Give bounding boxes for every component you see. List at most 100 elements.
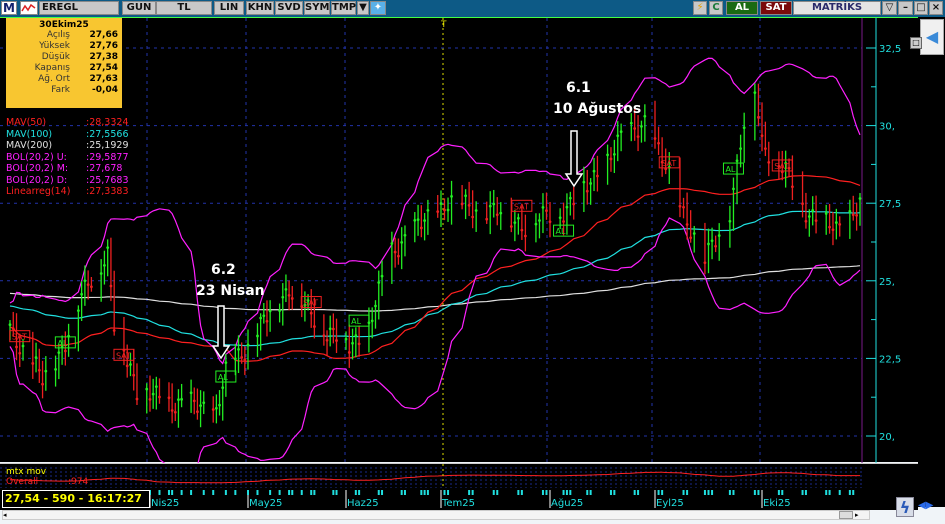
linearreg-dot bbox=[513, 221, 517, 225]
ohlc-value: 27,76 bbox=[89, 41, 118, 51]
linearreg-dot bbox=[848, 209, 852, 213]
linearreg-dot bbox=[851, 213, 855, 217]
x-tick-label: May25 bbox=[249, 498, 282, 509]
horizontal-scrollbar[interactable]: ◂ ▸ bbox=[2, 510, 870, 520]
linearreg-dot bbox=[558, 216, 562, 220]
volume-tick bbox=[732, 490, 735, 495]
signal-label: AL bbox=[218, 373, 228, 382]
svd-button[interactable]: SVD bbox=[275, 1, 303, 15]
linearreg-dot bbox=[858, 197, 862, 200]
linearreg-dot bbox=[855, 213, 859, 217]
close-button[interactable]: × bbox=[929, 1, 943, 15]
linearreg-dot bbox=[278, 309, 282, 313]
scroll-right-button[interactable]: ▸ bbox=[855, 511, 859, 519]
legend-item: MAV(200):25,1929 bbox=[6, 140, 129, 152]
volume-tick bbox=[313, 490, 316, 495]
minimize-button[interactable]: – bbox=[898, 1, 913, 15]
linearreg-dot bbox=[202, 401, 206, 405]
legend-item: MAV(100):27,5566 bbox=[6, 129, 129, 141]
symbol-field[interactable]: EREGL bbox=[39, 1, 119, 15]
linearreg-dot bbox=[834, 221, 838, 224]
volume-tick bbox=[335, 490, 338, 495]
linearreg-dot bbox=[63, 349, 67, 353]
currency-button[interactable]: TL bbox=[156, 1, 212, 15]
panel-toggle-button[interactable]: □ bbox=[910, 37, 922, 49]
linearreg-dot bbox=[548, 220, 552, 224]
tmp-button[interactable]: TMP bbox=[331, 1, 357, 15]
period-button[interactable]: GUN bbox=[122, 1, 156, 15]
linearreg-dot bbox=[370, 319, 374, 323]
ohlc-row: Ağ. Ort 27,63 bbox=[10, 74, 118, 85]
volume-tick bbox=[471, 490, 474, 495]
linearreg-dot bbox=[377, 281, 381, 284]
linearreg-dot bbox=[125, 364, 129, 368]
ohlc-row: Kapanış 27,54 bbox=[10, 63, 118, 74]
linearreg-dot bbox=[76, 309, 80, 313]
mtx-mov-indicator-panel[interactable]: mtx mov Overall :974 bbox=[0, 463, 918, 489]
linearreg-dot bbox=[393, 250, 397, 254]
ohlc-label: Yüksek bbox=[39, 41, 70, 51]
linearreg-dot bbox=[562, 220, 565, 223]
linearreg-dot bbox=[413, 218, 417, 222]
linearreg-dot bbox=[612, 152, 616, 156]
annotation-label: 6.2 bbox=[211, 262, 236, 278]
price-chart[interactable]: T 32,5 30, 27,5 25, 22,5 20, SAT AL SAT AL SAT AL SAT… bbox=[0, 17, 918, 463]
volume-tick bbox=[545, 490, 548, 495]
chart-canvas[interactable]: T 32,5 30, 27,5 25, 22,5 20, SAT AL SAT AL SAT AL SAT… bbox=[0, 18, 918, 463]
linearreg-dot bbox=[268, 309, 272, 313]
y-tick-label: 20, bbox=[879, 432, 895, 443]
linearreg-dot bbox=[653, 137, 657, 140]
linearreg-dot bbox=[831, 228, 835, 232]
khn-button[interactable]: KHN bbox=[246, 1, 274, 15]
linearreg-dot bbox=[717, 234, 721, 237]
legend-label: BOL(20,2) D: bbox=[6, 174, 68, 186]
linearreg-dot bbox=[322, 334, 326, 338]
linearreg-dot bbox=[265, 319, 269, 323]
volume-tick bbox=[443, 490, 446, 495]
scale-button[interactable]: LIN bbox=[214, 1, 244, 15]
status-readout: 27,54 - 590 - 16:17:27 bbox=[2, 490, 150, 508]
volume-tick bbox=[852, 490, 855, 495]
legend-item: BOL(20,2) U::29,5877 bbox=[6, 152, 129, 164]
ohlc-label: Ağ. Ort bbox=[38, 74, 70, 84]
volume-tick bbox=[190, 490, 193, 495]
legend-value: :28,3324 bbox=[86, 117, 129, 128]
linearreg-dot bbox=[44, 369, 48, 373]
pan-arrows-button[interactable]: ◀▶ bbox=[918, 500, 934, 511]
volume-tick bbox=[158, 490, 161, 495]
dropdown-arrow-icon[interactable]: ▼ bbox=[357, 1, 369, 15]
linearreg-dot bbox=[811, 209, 815, 212]
volume-tick bbox=[288, 490, 291, 495]
linearreg-dot bbox=[347, 351, 351, 354]
annotation-label: 6.1 bbox=[566, 80, 591, 96]
lightning-icon[interactable]: ⚡ bbox=[693, 1, 707, 15]
sync-button[interactable]: ϟ bbox=[896, 497, 914, 517]
scroll-left-button[interactable]: ◂ bbox=[3, 511, 7, 519]
signal-box-sat bbox=[511, 199, 533, 212]
sym-button[interactable]: SYM bbox=[304, 1, 330, 15]
linearreg-dot bbox=[211, 408, 215, 411]
chart-type-icon[interactable] bbox=[20, 1, 38, 15]
linearreg-dot bbox=[460, 202, 464, 206]
twitter-icon[interactable]: ✦ bbox=[370, 1, 386, 15]
linearreg-dot bbox=[572, 202, 576, 206]
buy-button[interactable]: AL bbox=[726, 1, 758, 15]
signal-label: SAT bbox=[303, 299, 318, 308]
ohlc-date: 30Ekim25 bbox=[39, 20, 89, 30]
linearreg-dot bbox=[380, 274, 384, 278]
matriks-logo[interactable]: M bbox=[1, 1, 17, 15]
sell-button[interactable]: SAT bbox=[760, 1, 792, 15]
linearreg-dot bbox=[145, 387, 149, 391]
maximize-button[interactable]: □ bbox=[914, 1, 928, 15]
refresh-icon[interactable]: C bbox=[709, 1, 723, 15]
ohlc-value: 27,38 bbox=[89, 52, 118, 62]
cursor-marker: T bbox=[440, 20, 447, 30]
signal-box-sat bbox=[9, 330, 31, 343]
linearreg-dot bbox=[281, 295, 285, 299]
y-tick-label: 32,5 bbox=[879, 44, 901, 55]
back-arrow-button[interactable]: ◀ bbox=[920, 19, 944, 55]
menu-icon[interactable]: ▽ bbox=[882, 1, 897, 15]
linearreg-dot bbox=[541, 205, 545, 209]
scroll-thumb[interactable] bbox=[839, 511, 853, 519]
legend-label: MAV(100) bbox=[6, 128, 53, 140]
